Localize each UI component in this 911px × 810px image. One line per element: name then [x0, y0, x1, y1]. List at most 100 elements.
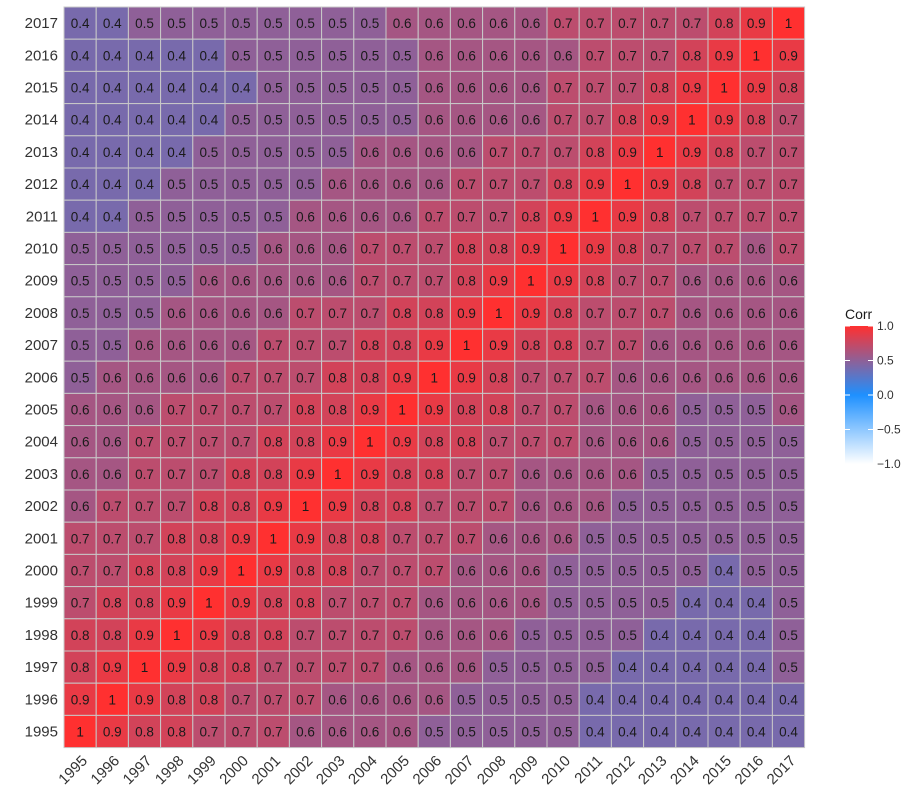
cell-value-label: 0.6 — [457, 660, 476, 675]
heatmap-cell-2010-2015 — [707, 231, 741, 266]
cell-value-label: 0.9 — [135, 692, 154, 707]
heatmap-cell-2015-2015 — [707, 70, 741, 105]
cell-value-label: 1 — [141, 660, 149, 675]
cell-value-label: 0.5 — [264, 209, 283, 224]
cell-value-label: 0.5 — [232, 48, 251, 63]
cell-value-label: 0.5 — [103, 242, 122, 257]
cell-value-label: 0.8 — [457, 274, 476, 289]
heatmap-cell-2003-2016 — [739, 457, 773, 491]
heatmap-cell-1995-2013 — [643, 714, 677, 749]
cell-value-label: 0.9 — [393, 370, 412, 385]
cell-value-label: 0.5 — [167, 274, 186, 289]
heatmap-cell-2011-2016 — [739, 199, 773, 233]
heatmap-cell-2009-2017 — [771, 264, 806, 298]
cell-value-label: 0.8 — [135, 725, 154, 740]
cell-value-label: 0.6 — [489, 81, 508, 96]
x-tick-label: 2002 — [281, 752, 317, 788]
cell-value-label: 0.4 — [715, 692, 734, 707]
heatmap-cell-2013-2010 — [546, 135, 580, 169]
x-tick-label: 2004 — [345, 752, 381, 788]
cell-value-label: 0.7 — [167, 435, 186, 450]
heatmap-cell-1997-2013 — [643, 650, 677, 684]
heatmap-cell-2003-1999 — [192, 457, 226, 491]
heatmap-cell-1995-1995 — [63, 714, 97, 749]
heatmap-cell-2003-2012 — [610, 457, 645, 491]
heatmap-cell-1996-2008 — [482, 682, 516, 716]
heatmap-cell-1999-2005 — [385, 586, 419, 620]
cell-value-label: 0.4 — [683, 628, 702, 643]
cell-value-label: 0.7 — [683, 16, 702, 31]
heatmap-cell-2008-2004 — [353, 296, 387, 330]
heatmap-cell-2009-2005 — [385, 264, 419, 298]
heatmap-cell-2011-2007 — [449, 199, 484, 233]
cell-value-label: 0.6 — [554, 531, 573, 546]
cell-value-label: 0.5 — [747, 403, 766, 418]
cell-value-label: 0.7 — [135, 531, 154, 546]
heatmap-cell-1996-2015 — [707, 682, 741, 716]
heatmap-cell-1998-2017 — [771, 618, 806, 652]
cell-value-label: 0.7 — [425, 242, 444, 257]
heatmap-cell-2015-2016 — [739, 70, 773, 105]
cell-value-label: 0.8 — [683, 48, 702, 63]
cell-value-label: 0.5 — [650, 467, 669, 482]
cell-value-label: 0.4 — [618, 725, 637, 740]
cell-value-label: 0.7 — [522, 403, 541, 418]
heatmap-cell-2006-1998 — [160, 360, 194, 394]
cell-value-label: 0.8 — [200, 499, 219, 514]
x-tick-label: 2010 — [538, 752, 574, 788]
cell-value-label: 0.8 — [425, 306, 444, 321]
heatmap-cell-2003-1998 — [160, 457, 194, 491]
cell-value-label: 0.8 — [489, 403, 508, 418]
cell-value-label: 0.7 — [393, 274, 412, 289]
cell-value-label: 0.5 — [361, 113, 380, 128]
legend-tick-label: 0.5 — [877, 354, 894, 368]
cell-value-label: 0.6 — [650, 435, 669, 450]
cell-value-label: 0.4 — [135, 145, 154, 160]
y-tick-label: 2011 — [26, 208, 58, 225]
cell-value-label: 0.7 — [650, 16, 669, 31]
heatmap-cell-2012-2006 — [417, 167, 451, 201]
cell-value-label: 0.6 — [425, 177, 444, 192]
cell-value-label: 0.7 — [71, 531, 90, 546]
legend-ticks: 1.0 0.5 0.0 −0.5 −1.0 — [845, 319, 901, 471]
heatmap-cell-1999-2014 — [675, 586, 709, 620]
heatmap-cell-2011-2001 — [256, 199, 290, 233]
cell-value-label: 0.6 — [393, 209, 412, 224]
cell-value-label: 0.7 — [232, 725, 251, 740]
cell-value-label: 0.5 — [135, 16, 154, 31]
cell-value-label: 0.5 — [328, 48, 347, 63]
heatmap-cell-2005-2016 — [739, 392, 773, 427]
heatmap-cell-2009-2006 — [417, 264, 451, 298]
cell-value-label: 0.9 — [425, 338, 444, 353]
cell-value-label: 0.5 — [361, 48, 380, 63]
heatmap-cell-2004-2010 — [546, 425, 580, 459]
cell-value-label: 0.5 — [779, 564, 798, 579]
cell-value-label: 0.9 — [264, 564, 283, 579]
cell-value-label: 0.7 — [232, 370, 251, 385]
heatmap-cell-2008-1999 — [192, 296, 226, 330]
cell-value-label: 0.7 — [71, 596, 90, 611]
cell-value-label: 0.4 — [683, 596, 702, 611]
heatmap-cell-2008-2008 — [482, 296, 516, 330]
cell-value-label: 0.4 — [683, 692, 702, 707]
heatmap-cell-2000-2009 — [514, 553, 548, 588]
cell-value-label: 0.7 — [457, 209, 476, 224]
heatmap-cell-2015-2003 — [321, 70, 355, 105]
cell-value-label: 1 — [785, 16, 793, 31]
color-legend: Corr 1.0 0.5 0.0 −0.5 −1.0 — [845, 306, 901, 471]
cell-value-label: 0.7 — [328, 660, 347, 675]
cell-value-label: 0.6 — [232, 274, 251, 289]
cell-value-label: 0.4 — [200, 48, 219, 63]
heatmap-cell-2006-1999 — [192, 360, 226, 394]
cell-value-label: 0.6 — [522, 81, 541, 96]
legend-title: Corr — [845, 306, 873, 322]
heatmap-cell-2014-2006 — [417, 103, 451, 137]
cell-value-label: 0.7 — [554, 81, 573, 96]
cell-value-label: 0.9 — [296, 531, 315, 546]
cell-value-label: 0.4 — [586, 692, 605, 707]
y-tick-label: 2016 — [25, 47, 58, 64]
cell-value-label: 0.7 — [393, 596, 412, 611]
cell-value-label: 0.7 — [167, 403, 186, 418]
cell-value-label: 0.5 — [683, 403, 702, 418]
cell-value-label: 0.5 — [650, 531, 669, 546]
